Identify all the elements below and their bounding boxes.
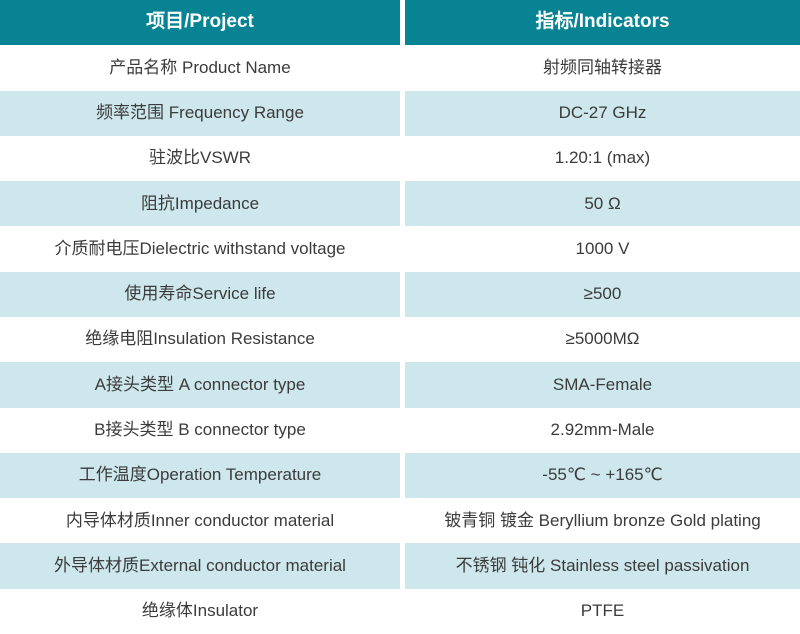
project-cell: 绝缘电阻Insulation Resistance: [0, 316, 400, 363]
header-cell-project: 项目/Project: [0, 0, 400, 46]
indicator-cell: ≥500: [405, 271, 800, 317]
indicator-cell: PTFE: [405, 588, 800, 634]
project-cell: 介质耐电压Dielectric withstand voltage: [0, 226, 400, 272]
project-cell: 绝缘体Insulator: [0, 588, 400, 634]
project-cell: 频率范围 Frequency Range: [0, 90, 400, 136]
table-row: 外导体材质External conductor material 不锈钢 钝化 S…: [0, 543, 800, 589]
project-cell: 驻波比VSWR: [0, 135, 400, 182]
table-row: 驻波比VSWR 1.20:1 (max): [0, 135, 800, 182]
table-row: B接头类型 B connector type 2.92mm-Male: [0, 407, 800, 453]
indicator-cell: 铍青铜 镀金 Beryllium bronze Gold plating: [405, 498, 800, 544]
indicator-cell: DC-27 GHz: [405, 90, 800, 136]
project-cell: 产品名称 Product Name: [0, 45, 400, 91]
indicator-cell: ≥5000MΩ: [405, 316, 800, 363]
table-row: 使用寿命Service life ≥500: [0, 271, 800, 317]
table-row: A接头类型 A connector type SMA-Female: [0, 362, 800, 408]
project-cell: B接头类型 B connector type: [0, 407, 400, 453]
table-row: 绝缘电阻Insulation Resistance ≥5000MΩ: [0, 316, 800, 363]
project-cell: 阻抗Impedance: [0, 181, 400, 227]
indicator-cell: -55℃ ~ +165℃: [405, 452, 800, 499]
table-row: 介质耐电压Dielectric withstand voltage 1000 V: [0, 226, 800, 272]
indicator-cell: 1000 V: [405, 226, 800, 272]
table-row: 绝缘体Insulator PTFE: [0, 588, 800, 634]
project-cell: A接头类型 A connector type: [0, 362, 400, 408]
project-cell: 外导体材质External conductor material: [0, 543, 400, 589]
indicator-cell: 50 Ω: [405, 181, 800, 227]
project-cell: 工作温度Operation Temperature: [0, 452, 400, 499]
project-cell: 内导体材质Inner conductor material: [0, 498, 400, 544]
indicator-cell: 2.92mm-Male: [405, 407, 800, 453]
indicator-cell: SMA-Female: [405, 362, 800, 408]
table-row: 内导体材质Inner conductor material 铍青铜 镀金 Bery…: [0, 498, 800, 544]
table-row: 频率范围 Frequency Range DC-27 GHz: [0, 90, 800, 136]
indicator-cell: 不锈钢 钝化 Stainless steel passivation: [405, 543, 800, 589]
table-row: 产品名称 Product Name 射频同轴转接器: [0, 45, 800, 91]
table-row: 阻抗Impedance 50 Ω: [0, 181, 800, 227]
header-cell-indicators: 指标/Indicators: [405, 0, 800, 46]
indicator-cell: 1.20:1 (max): [405, 135, 800, 182]
table-row: 工作温度Operation Temperature -55℃ ~ +165℃: [0, 452, 800, 499]
table-header-row: 项目/Project 指标/Indicators: [0, 0, 800, 46]
project-cell: 使用寿命Service life: [0, 271, 400, 317]
indicator-cell: 射频同轴转接器: [405, 45, 800, 91]
